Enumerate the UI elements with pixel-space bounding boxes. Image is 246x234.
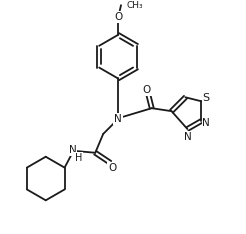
- Text: N: N: [184, 132, 191, 142]
- Text: N: N: [114, 114, 122, 124]
- Text: CH₃: CH₃: [127, 1, 144, 10]
- Text: N: N: [69, 145, 76, 155]
- Text: O: O: [114, 12, 122, 22]
- Text: O: O: [143, 85, 151, 95]
- Text: N: N: [202, 118, 210, 128]
- Text: S: S: [203, 93, 210, 103]
- Text: H: H: [75, 153, 82, 163]
- Text: O: O: [108, 163, 116, 173]
